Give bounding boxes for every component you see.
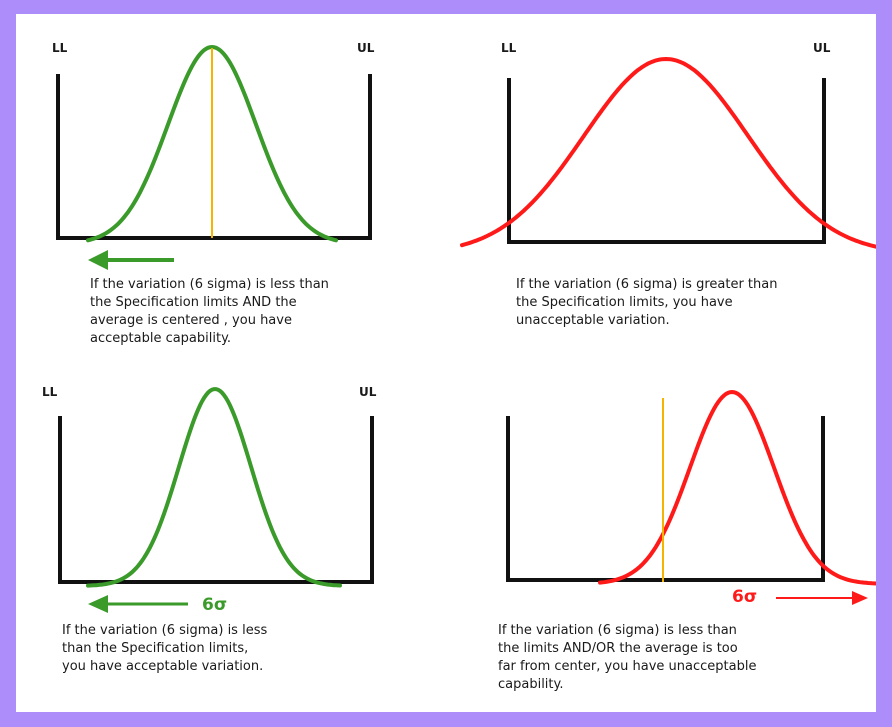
panel-shifted-unacceptable: 6σ — [506, 389, 876, 607]
caption-centered-acceptable: If the variation (6 sigma) is less than … — [90, 277, 329, 346]
panel-centered-acceptable: LL UL — [52, 41, 375, 270]
six-sigma-label: 6σ — [202, 595, 227, 615]
unacceptable-distribution-curve — [460, 56, 876, 249]
left-arrow-icon — [88, 250, 174, 270]
right-arrow-icon — [776, 591, 868, 605]
caption-narrow-acceptable: If the variation (6 sigma) is less than … — [62, 623, 268, 674]
caption-wide-unacceptable: If the variation (6 sigma) is greater th… — [516, 277, 778, 328]
process-capability-diagram: LL UL LL UL LL UL — [42, 41, 876, 615]
unacceptable-distribution-curve — [598, 389, 876, 586]
six-sigma-label: 6σ — [732, 587, 757, 607]
panel-narrow-acceptable: LL UL 6σ — [42, 385, 377, 615]
diagram-frame: LL UL LL UL LL UL — [16, 14, 876, 712]
panel-wide-unacceptable: LL UL — [460, 41, 876, 249]
upper-limit-label: UL — [359, 385, 377, 399]
acceptable-distribution-curve — [86, 44, 338, 243]
upper-limit-label: UL — [813, 41, 831, 55]
caption-shifted-unacceptable: If the variation (6 sigma) is less than … — [498, 623, 757, 692]
lower-limit-label: LL — [42, 385, 58, 399]
acceptable-distribution-curve — [86, 387, 342, 588]
lower-limit-label: LL — [501, 41, 517, 55]
upper-limit-label: UL — [357, 41, 375, 55]
lower-limit-label: LL — [52, 41, 68, 55]
left-arrow-icon — [88, 595, 188, 613]
